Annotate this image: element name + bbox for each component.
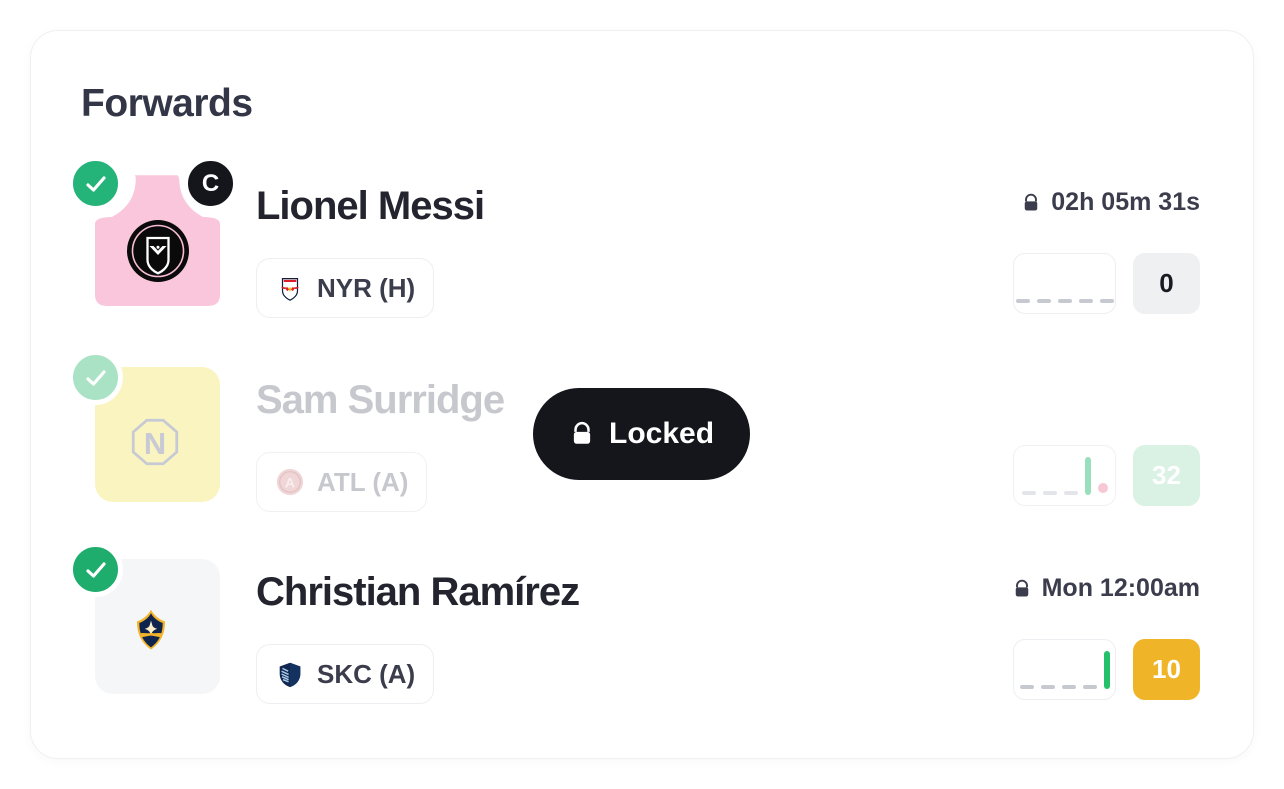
svg-text:N: N <box>143 426 165 461</box>
svg-text:A: A <box>285 475 295 491</box>
